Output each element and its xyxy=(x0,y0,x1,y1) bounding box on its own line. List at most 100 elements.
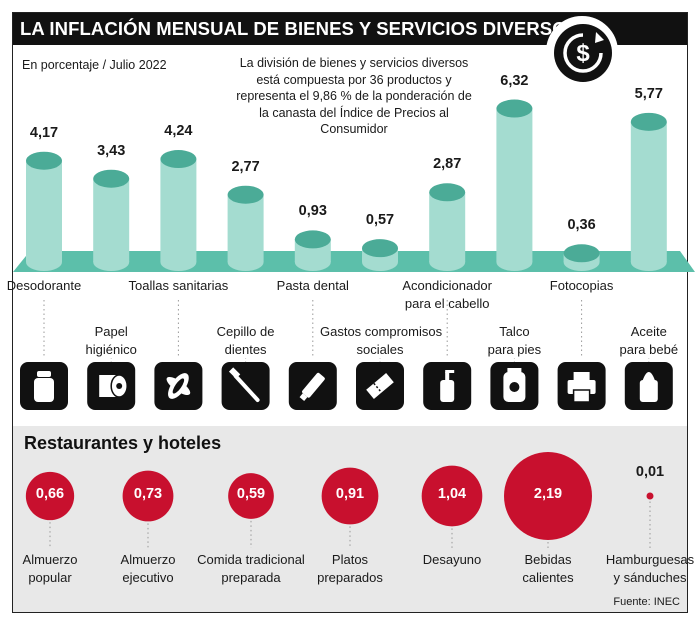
bar-body xyxy=(160,159,197,262)
bar-category-label: Pasta dental xyxy=(276,278,349,293)
bar-value-label: 5,77 xyxy=(634,85,663,102)
bar-category-label: Talco xyxy=(499,324,530,339)
chart-subtitle: En porcentaje / Julio 2022 xyxy=(22,58,167,72)
bar-base xyxy=(93,253,130,271)
bubble-category-label: preparados xyxy=(317,570,383,585)
bar-category-label: para bebé xyxy=(619,342,679,357)
bar-category-label: Papel xyxy=(94,324,128,339)
bar-base xyxy=(26,253,62,271)
bar xyxy=(563,244,600,271)
tickets-icon xyxy=(356,362,404,410)
bubble-category-label: Almuerzo xyxy=(120,552,176,567)
bubble-value-label: 0,73 xyxy=(133,486,163,502)
bar xyxy=(160,150,197,271)
bar-category-label: Gastos compromisos xyxy=(320,324,443,339)
bubble-category-label: Hamburguesas xyxy=(605,552,695,567)
bubble-category-label: Platos xyxy=(331,552,369,567)
bar-top xyxy=(630,112,667,131)
bubble-category-label: popular xyxy=(28,570,72,585)
bar xyxy=(630,112,667,271)
bar-body xyxy=(429,192,466,262)
bar-body xyxy=(26,160,62,262)
bar xyxy=(362,239,398,271)
bar-body xyxy=(227,194,264,262)
bar-top xyxy=(362,239,398,258)
bar-category-label: Acondicionador xyxy=(402,278,492,293)
bar-top xyxy=(227,185,264,204)
bubble-category-label: ejecutivo xyxy=(122,570,174,585)
bar-value-label: 6,32 xyxy=(500,72,529,89)
bar-base xyxy=(160,253,197,271)
bubble-category-label: preparada xyxy=(221,570,281,585)
bubble-value-label: 2,19 xyxy=(533,486,563,502)
bar-category-label: sociales xyxy=(356,342,404,357)
bar xyxy=(496,99,533,271)
bar-base xyxy=(294,253,331,271)
bar xyxy=(93,169,130,271)
bar-base xyxy=(227,253,264,271)
bar-category-label: Toallas sanitarias xyxy=(128,278,229,293)
bar xyxy=(429,183,466,271)
bar-top xyxy=(93,169,130,188)
bar-category-label: Desodorante xyxy=(6,278,82,293)
bar-category-label: Cepillo de xyxy=(216,324,275,339)
printer-icon xyxy=(557,362,606,410)
bar-value-label: 0,93 xyxy=(298,203,327,220)
bubble-value-label: 0,01 xyxy=(635,464,665,480)
bar-value-label: 0,57 xyxy=(365,212,395,229)
restaurants-title: Restaurantes y hoteles xyxy=(24,433,222,453)
bubble-value-label: 0,66 xyxy=(35,486,65,502)
bar-category-label: Aceite xyxy=(630,324,667,339)
bar-top xyxy=(26,151,62,170)
deodorant-icon xyxy=(20,362,68,410)
baby-oil-icon xyxy=(624,362,673,410)
bar-base xyxy=(630,253,667,271)
bubble-value-label: 0,91 xyxy=(335,486,365,502)
toothpaste-icon xyxy=(288,362,337,410)
bar-value-label: 4,24 xyxy=(164,123,193,140)
bar-base xyxy=(496,253,533,271)
bar-body xyxy=(93,178,130,262)
bar-category-label: dientes xyxy=(224,342,267,357)
chart-description: La división de bienes y servicios divers… xyxy=(236,56,472,136)
source-note: Fuente: INEC xyxy=(613,596,680,608)
bubble-category-label: y sánduches xyxy=(613,570,687,585)
sanitary-pad-icon xyxy=(154,362,203,410)
bar-top xyxy=(496,99,533,118)
dollar-cycle-icon: $ xyxy=(563,32,604,73)
bar-category-label: para el cabello xyxy=(404,296,490,311)
bar-value-label: 2,87 xyxy=(433,156,462,173)
bar-value-label: 4,17 xyxy=(29,124,59,141)
bar-category-label: higiénico xyxy=(85,342,137,357)
talc-icon xyxy=(490,362,539,410)
bubble-category-label: Comida tradicional xyxy=(197,552,305,567)
bar xyxy=(227,185,264,271)
bubble-category-label: Bebidas xyxy=(524,552,572,567)
toilet-paper-icon xyxy=(87,362,136,410)
bar xyxy=(26,151,62,271)
bar-chart xyxy=(13,99,695,410)
bubble-value-label: 0,59 xyxy=(236,486,266,502)
toothbrush-icon xyxy=(221,362,270,410)
bar-base xyxy=(362,253,398,271)
bar-body xyxy=(496,108,533,262)
bar-value-label: 0,36 xyxy=(567,217,596,234)
bar-category-label: para pies xyxy=(487,342,542,357)
bubble-category-label: calientes xyxy=(522,570,574,585)
bar-top xyxy=(563,244,600,263)
bar xyxy=(294,230,331,271)
bar-value-label: 3,43 xyxy=(97,142,126,159)
bar-top xyxy=(429,183,466,202)
bar-body xyxy=(630,121,667,262)
bar-category-label: Fotocopias xyxy=(549,278,614,293)
bar-top xyxy=(294,230,331,249)
bubble-category-label: Desayuno xyxy=(422,552,482,567)
bar-value-label: 2,77 xyxy=(231,158,260,175)
bubble-value-label: 1,04 xyxy=(437,486,467,502)
conditioner-icon xyxy=(423,362,472,410)
svg-text:$: $ xyxy=(576,40,590,67)
bar-top xyxy=(160,150,197,169)
page-title: LA INFLACIÓN MENSUAL DE BIENES Y SERVICI… xyxy=(20,18,580,39)
bar-base xyxy=(429,253,466,271)
bubble-category-label: Almuerzo xyxy=(22,552,78,567)
